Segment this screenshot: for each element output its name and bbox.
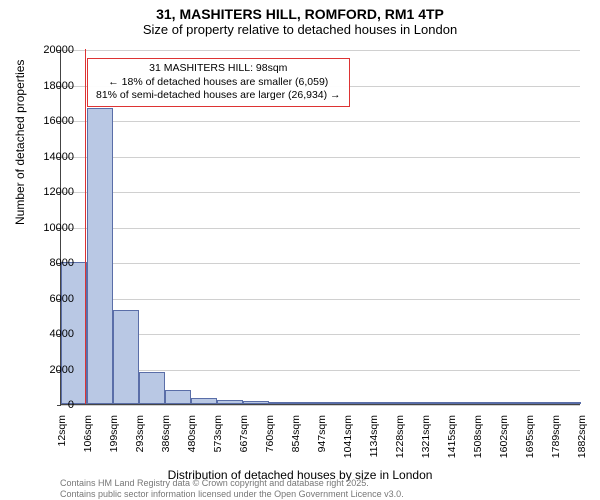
histogram-bar bbox=[529, 402, 555, 404]
x-tick-label: 573sqm bbox=[212, 415, 224, 475]
x-tick-label: 199sqm bbox=[108, 415, 120, 475]
credit-line-2: Contains public sector information licen… bbox=[60, 489, 404, 500]
histogram-bar bbox=[477, 402, 503, 404]
credit-text: Contains HM Land Registry data © Crown c… bbox=[60, 478, 404, 500]
x-tick-label: 667sqm bbox=[238, 415, 250, 475]
annotation-line-3: 81% of semi-detached houses are larger (… bbox=[96, 89, 341, 103]
histogram-bar bbox=[399, 402, 425, 404]
property-marker-line bbox=[85, 49, 86, 404]
y-tick-label: 2000 bbox=[14, 364, 74, 376]
plot-area: 31 MASHITERS HILL: 98sqm← 18% of detache… bbox=[60, 50, 580, 405]
y-tick-label: 12000 bbox=[14, 186, 74, 198]
x-tick-label: 1789sqm bbox=[550, 415, 562, 475]
histogram-bar bbox=[373, 402, 399, 404]
gridline bbox=[61, 228, 580, 229]
chart-title: 31, MASHITERS HILL, ROMFORD, RM1 4TP bbox=[0, 6, 600, 22]
x-tick-label: 854sqm bbox=[290, 415, 302, 475]
y-tick-label: 20000 bbox=[14, 44, 74, 56]
histogram-bar bbox=[217, 400, 243, 404]
histogram-bar bbox=[139, 372, 165, 404]
x-tick-label: 480sqm bbox=[186, 415, 198, 475]
x-tick-label: 1695sqm bbox=[524, 415, 536, 475]
histogram-bar bbox=[243, 401, 269, 404]
histogram-bar bbox=[87, 108, 113, 404]
x-tick-label: 293sqm bbox=[134, 415, 146, 475]
x-tick-label: 1602sqm bbox=[498, 415, 510, 475]
gridline bbox=[61, 50, 580, 51]
x-tick-label: 1882sqm bbox=[576, 415, 588, 475]
histogram-bar bbox=[269, 402, 295, 404]
x-tick-label: 947sqm bbox=[316, 415, 328, 475]
annotation-box: 31 MASHITERS HILL: 98sqm← 18% of detache… bbox=[87, 58, 350, 107]
x-tick-label: 12sqm bbox=[56, 415, 68, 475]
histogram-bar bbox=[347, 402, 373, 404]
histogram-bar bbox=[113, 310, 139, 404]
histogram-bar bbox=[555, 402, 581, 404]
histogram-bar bbox=[191, 398, 217, 404]
x-tick-label: 1134sqm bbox=[368, 415, 380, 475]
x-tick-label: 1415sqm bbox=[446, 415, 458, 475]
credit-line-1: Contains HM Land Registry data © Crown c… bbox=[60, 478, 404, 489]
annotation-line-2: ← 18% of detached houses are smaller (6,… bbox=[96, 76, 341, 90]
histogram-bar bbox=[425, 402, 451, 404]
x-tick-label: 1228sqm bbox=[394, 415, 406, 475]
gridline bbox=[61, 299, 580, 300]
gridline bbox=[61, 192, 580, 193]
y-tick-label: 6000 bbox=[14, 293, 74, 305]
x-tick-label: 1041sqm bbox=[342, 415, 354, 475]
x-tick-label: 386sqm bbox=[160, 415, 172, 475]
x-tick-label: 106sqm bbox=[82, 415, 94, 475]
histogram-bar bbox=[451, 402, 477, 404]
histogram-bar bbox=[295, 402, 321, 404]
histogram-bar bbox=[165, 390, 191, 404]
gridline bbox=[61, 157, 580, 158]
histogram-bar bbox=[321, 402, 347, 404]
y-tick-label: 18000 bbox=[14, 80, 74, 92]
y-tick-label: 10000 bbox=[14, 222, 74, 234]
y-tick-label: 0 bbox=[14, 399, 74, 411]
gridline bbox=[61, 263, 580, 264]
x-tick-label: 760sqm bbox=[264, 415, 276, 475]
y-tick-label: 14000 bbox=[14, 151, 74, 163]
y-tick-label: 4000 bbox=[14, 328, 74, 340]
x-tick-label: 1321sqm bbox=[420, 415, 432, 475]
chart-subtitle: Size of property relative to detached ho… bbox=[0, 22, 600, 37]
histogram-bar bbox=[503, 402, 529, 404]
y-tick-label: 16000 bbox=[14, 115, 74, 127]
gridline bbox=[61, 121, 580, 122]
chart-area: 31 MASHITERS HILL: 98sqm← 18% of detache… bbox=[60, 50, 580, 435]
gridline bbox=[61, 405, 580, 406]
y-tick-label: 8000 bbox=[14, 257, 74, 269]
x-tick-label: 1508sqm bbox=[472, 415, 484, 475]
annotation-line-1: 31 MASHITERS HILL: 98sqm bbox=[96, 62, 341, 76]
